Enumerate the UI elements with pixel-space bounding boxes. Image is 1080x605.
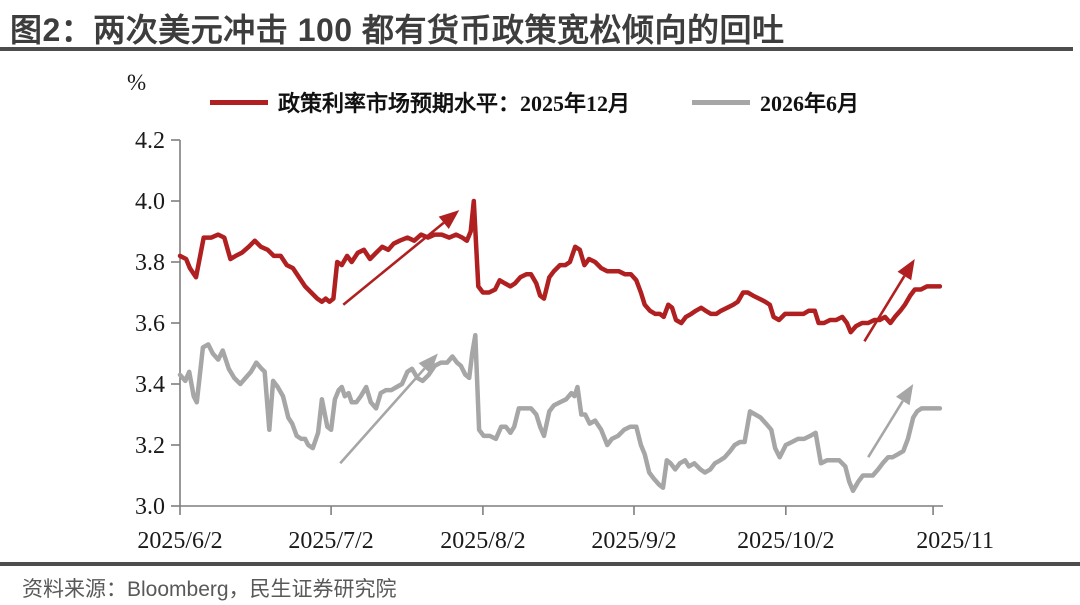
y-tick-label: 3.8 bbox=[135, 250, 165, 276]
legend-swatch-red-line bbox=[210, 99, 268, 105]
legend-item-dec2025: 政策利率市场预期水平：2025年12月 bbox=[210, 86, 630, 118]
y-axis-unit-label: % bbox=[127, 70, 147, 95]
legend-item-jun2026: 2026年6月 bbox=[692, 86, 859, 118]
series-line-red bbox=[177, 198, 943, 335]
y-tick-label: 3.4 bbox=[135, 372, 165, 398]
x-tick-label: 2025/8/2 bbox=[440, 528, 525, 554]
y-tick-label: 3.6 bbox=[135, 311, 165, 337]
x-tick-label: 2025/9/2 bbox=[591, 528, 676, 554]
legend-label-dec2025: 政策利率市场预期水平：2025年12月 bbox=[278, 91, 631, 116]
y-tick-label: 3.2 bbox=[135, 433, 165, 459]
trend-arrow-red bbox=[863, 258, 915, 342]
title-underline bbox=[0, 47, 1073, 51]
y-tick-label: 4.2 bbox=[135, 128, 165, 154]
legend-swatch-gray-line bbox=[692, 99, 751, 105]
footer-separator bbox=[0, 562, 1080, 566]
source-text: 资料来源：Bloomberg，民生证券研究院 bbox=[22, 578, 397, 601]
x-tick-label: 2025/11 bbox=[916, 528, 994, 554]
x-tick-label: 2025/10/2 bbox=[737, 528, 834, 554]
trend-arrow-gray bbox=[867, 384, 914, 458]
series-line-gray bbox=[177, 332, 943, 494]
legend-label-jun2026: 2026年6月 bbox=[760, 91, 860, 116]
figure-title: 图2：两次美元冲击 100 都有货币政策宽松倾向的回吐 bbox=[10, 12, 785, 48]
trend-arrow-gray bbox=[339, 353, 438, 465]
axes: 3.0 3.2 3.4 3.6 3.8 4.0 4.2 2025/6/2 2025/7/2 202… bbox=[135, 128, 994, 554]
y-tick-label: 4.0 bbox=[135, 189, 165, 215]
chart-legend: 政策利率市场预期水平：2025年12月 2026年6月 bbox=[210, 86, 859, 118]
x-tick-label: 2025/6/2 bbox=[137, 528, 222, 554]
y-tick-label: 3.0 bbox=[135, 494, 165, 520]
x-tick-label: 2025/7/2 bbox=[288, 528, 373, 554]
trend-arrow-red bbox=[342, 210, 460, 306]
